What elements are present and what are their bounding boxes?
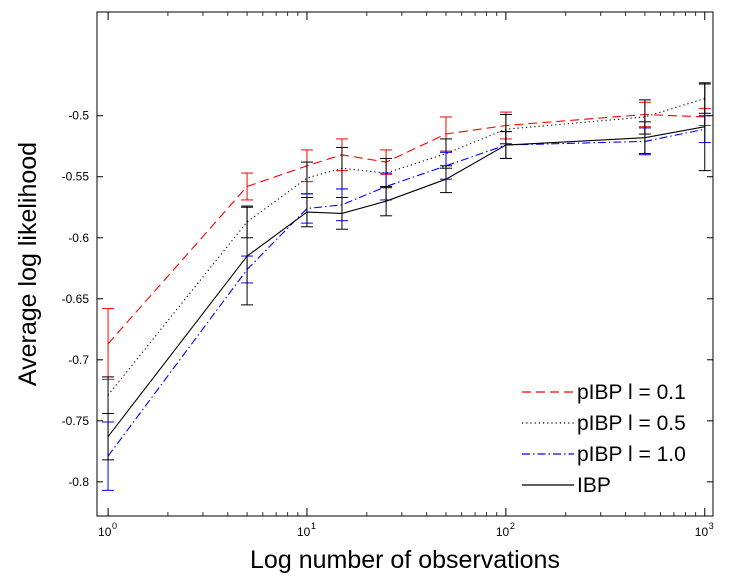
- y-tick-label: -0.75: [62, 414, 90, 428]
- data-point: [107, 436, 109, 438]
- error-bar: [499, 131, 512, 159]
- error-bar: [380, 186, 393, 217]
- x-tick-exponent: 0: [112, 521, 117, 531]
- series-line-1: [107, 98, 705, 396]
- data-point: [107, 394, 109, 396]
- legend-label: pIBP l = 1.0: [577, 443, 686, 466]
- series-layer: [102, 82, 711, 491]
- plot-frame: [96, 11, 714, 517]
- error-bar: [335, 196, 348, 230]
- error-bar: [638, 121, 651, 155]
- legend-label: pIBP l = 0.1: [577, 381, 686, 404]
- y-tick-label: -0.55: [62, 170, 90, 184]
- x-tick-label: 10: [297, 525, 311, 539]
- y-tick-label: -0.5: [68, 109, 89, 123]
- x-tick-exponent: 1: [311, 521, 316, 531]
- x-tick-label: 10: [98, 525, 112, 539]
- x-tick-exponent: 2: [510, 521, 515, 531]
- legend-item-0: pIBP l = 0.1: [522, 381, 686, 404]
- legend-label: pIBP l = 0.5: [577, 412, 686, 435]
- legend-label: IBP: [577, 474, 611, 497]
- data-point: [505, 144, 507, 146]
- error-bar: [241, 172, 254, 201]
- series-line-2: [107, 128, 705, 457]
- data-point: [341, 212, 343, 214]
- data-point: [644, 137, 646, 139]
- error-bar: [102, 376, 115, 414]
- data-point: [644, 116, 646, 118]
- series-0: [102, 101, 711, 380]
- y-tick-label: -0.7: [68, 353, 89, 367]
- data-point: [306, 211, 308, 213]
- ticks-layer: -0.8-0.75-0.7-0.65-0.6-0.55-0.510 0 10 1 10 2…: [62, 12, 714, 539]
- x-tick-label: 10: [496, 525, 510, 539]
- x-tick-label: 10: [695, 525, 709, 539]
- y-tick-label: -0.6: [68, 231, 89, 245]
- legend: pIBP l = 0.1 pIBP l = 0.5 pIBP l = 1.0 IBP: [522, 381, 686, 497]
- data-point: [385, 200, 387, 202]
- error-bar: [102, 308, 115, 380]
- data-point: [246, 185, 248, 188]
- series-line-0: [107, 113, 705, 345]
- error-bar: [439, 165, 452, 194]
- legend-item-1: pIBP l = 0.5: [522, 412, 686, 435]
- error-bar: [102, 412, 115, 461]
- series-3: [102, 82, 711, 461]
- x-axis-label: Log number of observations: [250, 546, 560, 574]
- data-point: [107, 343, 109, 345]
- series-1: [102, 83, 711, 414]
- y-tick-label: -0.65: [62, 292, 90, 306]
- error-bar: [698, 82, 711, 172]
- error-bar: [241, 206, 254, 306]
- legend-item-2: pIBP l = 1.0: [522, 443, 686, 466]
- error-bar: [300, 196, 313, 228]
- x-tick-exponent: 3: [709, 521, 714, 531]
- data-point: [704, 126, 706, 128]
- legend-item-3: IBP: [522, 474, 611, 497]
- data-point: [341, 167, 343, 169]
- data-point: [246, 255, 248, 257]
- data-point: [445, 178, 447, 180]
- y-tick-label: -0.8: [68, 475, 89, 489]
- data-point: [505, 128, 507, 130]
- y-axis-label: Average log likelihood: [14, 142, 42, 386]
- data-point: [445, 133, 447, 135]
- data-point: [306, 177, 308, 179]
